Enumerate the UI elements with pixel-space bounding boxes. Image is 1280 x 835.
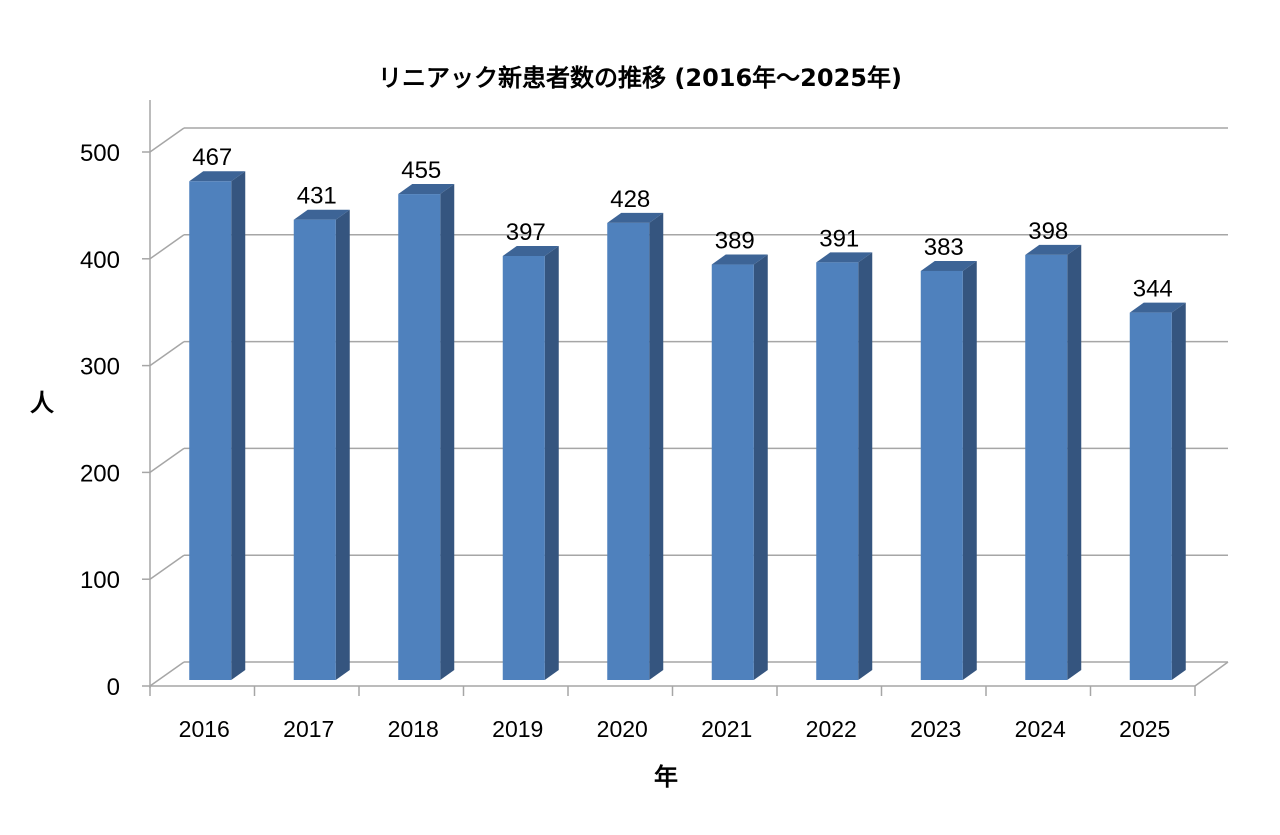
gridline-diagonal [149, 447, 185, 474]
bar-top [398, 184, 455, 195]
gridline-diagonal [149, 234, 185, 260]
x-tick-label: 2021 [701, 716, 752, 742]
x-tick-label: 2022 [806, 716, 857, 742]
bar-front [502, 256, 545, 680]
data-label: 344 [1133, 276, 1173, 303]
gridline-diagonal [149, 661, 185, 687]
gridline-diagonal [149, 127, 185, 153]
y-tick-labels: 0 100 200 300 400 500 [80, 140, 120, 701]
x-tick-label: 2023 [910, 716, 961, 742]
bar-side [544, 246, 559, 680]
bar-top [816, 252, 873, 263]
x-axis-label: 年 [654, 763, 678, 791]
data-labels: 467 431 455 397 428 389 391 383 398 344 [192, 144, 1173, 302]
bar-front [816, 262, 859, 680]
bar-top [502, 246, 559, 257]
bar [920, 260, 977, 680]
y-tick-label: 200 [80, 460, 120, 487]
bar [189, 171, 246, 680]
bar [1129, 302, 1186, 680]
bar-side [858, 252, 873, 681]
data-label: 467 [192, 144, 232, 171]
bar-top [607, 212, 664, 223]
bar-front [1129, 312, 1172, 680]
data-label: 383 [924, 234, 964, 261]
bar [711, 254, 768, 680]
data-label: 428 [610, 186, 650, 213]
data-label: 398 [1028, 218, 1068, 245]
x-tick-label: 2019 [492, 716, 543, 742]
bar-top [920, 260, 977, 271]
bar-side [440, 184, 455, 680]
bar-front [711, 264, 754, 680]
bar [293, 209, 350, 680]
bar [607, 212, 664, 680]
data-label: 397 [506, 219, 546, 246]
bar [398, 184, 455, 680]
bar-side [1171, 302, 1186, 680]
y-tick-label: 300 [80, 354, 120, 381]
chart-title: リニアック新患者数の推移 (2016年～2025年) [378, 64, 902, 92]
bars [189, 171, 1186, 681]
x-tick-labels: 2016 2017 2018 2019 2020 2021 2022 2023 2024 2025 [179, 716, 1171, 742]
bar-front [1025, 254, 1068, 680]
bar-top [711, 254, 768, 265]
x-tick-label: 2020 [597, 716, 648, 742]
bar-top [189, 171, 246, 182]
bar-side [962, 260, 977, 680]
axes [142, 100, 1229, 696]
y-axis-label: 人 [30, 389, 54, 417]
y-tick-label: 0 [107, 674, 120, 701]
bar-top [1025, 244, 1082, 255]
data-label: 389 [715, 228, 755, 255]
bar-top [293, 209, 350, 220]
data-label: 431 [297, 183, 337, 210]
bar-front [293, 219, 336, 680]
bar [816, 252, 873, 681]
gridline-diagonal [149, 340, 185, 367]
bar-side [649, 212, 664, 680]
gridline-diagonal [149, 554, 185, 580]
bar-side [753, 254, 768, 680]
bar-front [920, 270, 963, 680]
x-tick-label: 2016 [179, 716, 230, 742]
x-tick-label: 2017 [283, 716, 334, 742]
y-tick-label: 400 [80, 247, 120, 274]
bar-front [607, 222, 650, 680]
y-tick-label: 100 [80, 567, 120, 594]
data-label: 391 [819, 225, 859, 252]
bar-top [1129, 302, 1186, 313]
bar [1025, 244, 1082, 680]
bar-side [335, 209, 350, 680]
y-tick-label: 500 [80, 140, 120, 167]
bar-front [189, 181, 232, 680]
x-tick-label: 2018 [388, 716, 439, 742]
x-tick-label: 2024 [1015, 716, 1066, 742]
data-label: 455 [401, 157, 441, 184]
bar-side [231, 171, 246, 680]
x-tick-label: 2025 [1119, 716, 1170, 742]
bar-side [1067, 244, 1082, 680]
bar [502, 246, 559, 680]
bar-front [398, 194, 441, 680]
floor-right-edge [1194, 661, 1229, 687]
